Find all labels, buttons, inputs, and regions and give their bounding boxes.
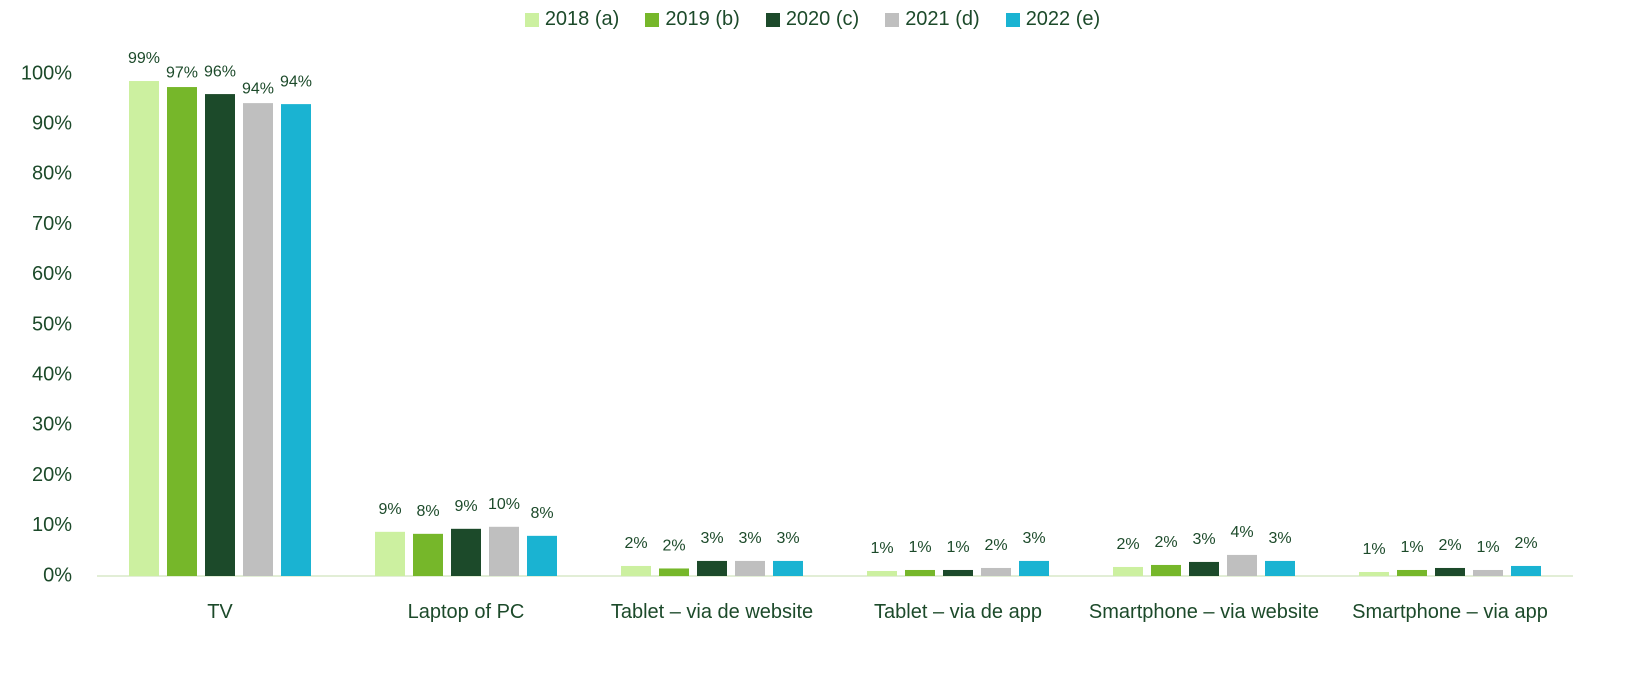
bar xyxy=(1113,566,1143,576)
legend-swatch xyxy=(645,12,660,27)
bar xyxy=(773,560,803,576)
legend-swatch xyxy=(524,12,539,27)
legend-item: 2022 (e) xyxy=(1005,8,1101,31)
bar xyxy=(867,570,897,576)
legend-label: 2019 (b) xyxy=(665,8,740,30)
value-label: 3% xyxy=(776,530,799,547)
value-label: 94% xyxy=(242,80,274,97)
value-label: 3% xyxy=(1268,530,1291,547)
value-label: 99% xyxy=(128,50,160,67)
y-tick-label: 20% xyxy=(32,464,72,486)
bar xyxy=(1265,560,1295,576)
bar xyxy=(1397,569,1427,576)
value-label: 1% xyxy=(1476,539,1499,556)
value-label: 2% xyxy=(624,535,647,552)
bar xyxy=(489,526,519,576)
y-tick-label: 80% xyxy=(32,163,72,185)
legend-swatch xyxy=(885,12,900,27)
value-label: 1% xyxy=(1362,541,1385,558)
value-label: 8% xyxy=(530,505,553,522)
bar xyxy=(375,531,405,576)
bar xyxy=(1359,571,1389,576)
value-label: 2% xyxy=(984,537,1007,554)
bar xyxy=(905,569,935,576)
y-tick-label: 50% xyxy=(32,313,72,335)
value-label: 10% xyxy=(488,496,520,513)
value-label: 3% xyxy=(738,530,761,547)
y-tick-label: 70% xyxy=(32,213,72,235)
y-tick-label: 0% xyxy=(43,564,72,586)
value-label: 1% xyxy=(946,539,969,556)
y-tick-label: 60% xyxy=(32,263,72,285)
bar xyxy=(1473,569,1503,576)
value-label: 2% xyxy=(1438,537,1461,554)
legend-label: 2022 (e) xyxy=(1025,8,1101,30)
value-label: 97% xyxy=(166,64,198,81)
legend-item: 2019 (b) xyxy=(645,8,740,31)
bar xyxy=(1435,567,1465,576)
x-tick-label: Smartphone – via website xyxy=(1088,601,1320,623)
y-tick-label: 10% xyxy=(32,514,72,536)
bar xyxy=(167,87,197,576)
bar xyxy=(1151,564,1181,576)
bar xyxy=(527,535,557,576)
x-tick-label: Smartphone – via app xyxy=(1352,601,1548,623)
legend-label: 2018 (a) xyxy=(544,8,620,30)
bar xyxy=(735,560,765,576)
legend-item: 2018 (a) xyxy=(524,8,620,31)
legend-item: 2021 (d) xyxy=(885,8,980,31)
bar xyxy=(1227,554,1257,576)
value-label: 2% xyxy=(1514,535,1537,552)
bar xyxy=(621,565,651,576)
x-tick-label: Tablet – via de app xyxy=(874,601,1042,623)
bar xyxy=(413,533,443,576)
bar xyxy=(451,528,481,576)
bar xyxy=(129,81,159,576)
legend: 2018 (a) 2019 (b) 2020 (c) 2021 (d) 2022 (e) xyxy=(0,8,1625,31)
y-tick-label: 90% xyxy=(32,112,72,134)
bar xyxy=(1189,561,1219,576)
value-label: 3% xyxy=(1192,531,1215,548)
value-label: 1% xyxy=(1400,539,1423,556)
value-label: 2% xyxy=(662,538,685,555)
value-label: 96% xyxy=(204,63,236,80)
y-tick-label: 100% xyxy=(21,62,72,84)
bar xyxy=(205,94,235,576)
bar xyxy=(1511,565,1541,576)
legend-swatch xyxy=(1005,12,1020,27)
value-label: 2% xyxy=(1154,534,1177,551)
value-label: 8% xyxy=(416,503,439,520)
bar xyxy=(1019,560,1049,576)
value-label: 9% xyxy=(378,501,401,518)
legend-label: 2020 (c) xyxy=(785,8,860,30)
bar xyxy=(659,568,689,576)
value-label: 3% xyxy=(700,530,723,547)
legend-item: 2020 (c) xyxy=(765,8,860,31)
y-tick-label: 40% xyxy=(32,363,72,385)
value-label: 3% xyxy=(1022,530,1045,547)
bar xyxy=(981,567,1011,576)
x-tick-label: TV xyxy=(207,601,233,623)
bar xyxy=(697,560,727,576)
value-label: 1% xyxy=(870,540,893,557)
bar xyxy=(281,104,311,577)
value-label: 1% xyxy=(908,539,931,556)
x-tick-label: Laptop of PC xyxy=(407,601,525,623)
value-label: 94% xyxy=(280,73,312,90)
value-label: 2% xyxy=(1116,536,1139,553)
bar xyxy=(243,103,273,576)
value-label: 4% xyxy=(1230,524,1253,541)
bar xyxy=(943,569,973,576)
y-tick-label: 30% xyxy=(32,414,72,436)
value-label: 9% xyxy=(454,498,477,515)
x-tick-label: Tablet – via de website xyxy=(610,601,814,623)
legend-swatch xyxy=(765,12,780,27)
legend-label: 2021 (d) xyxy=(905,8,980,30)
